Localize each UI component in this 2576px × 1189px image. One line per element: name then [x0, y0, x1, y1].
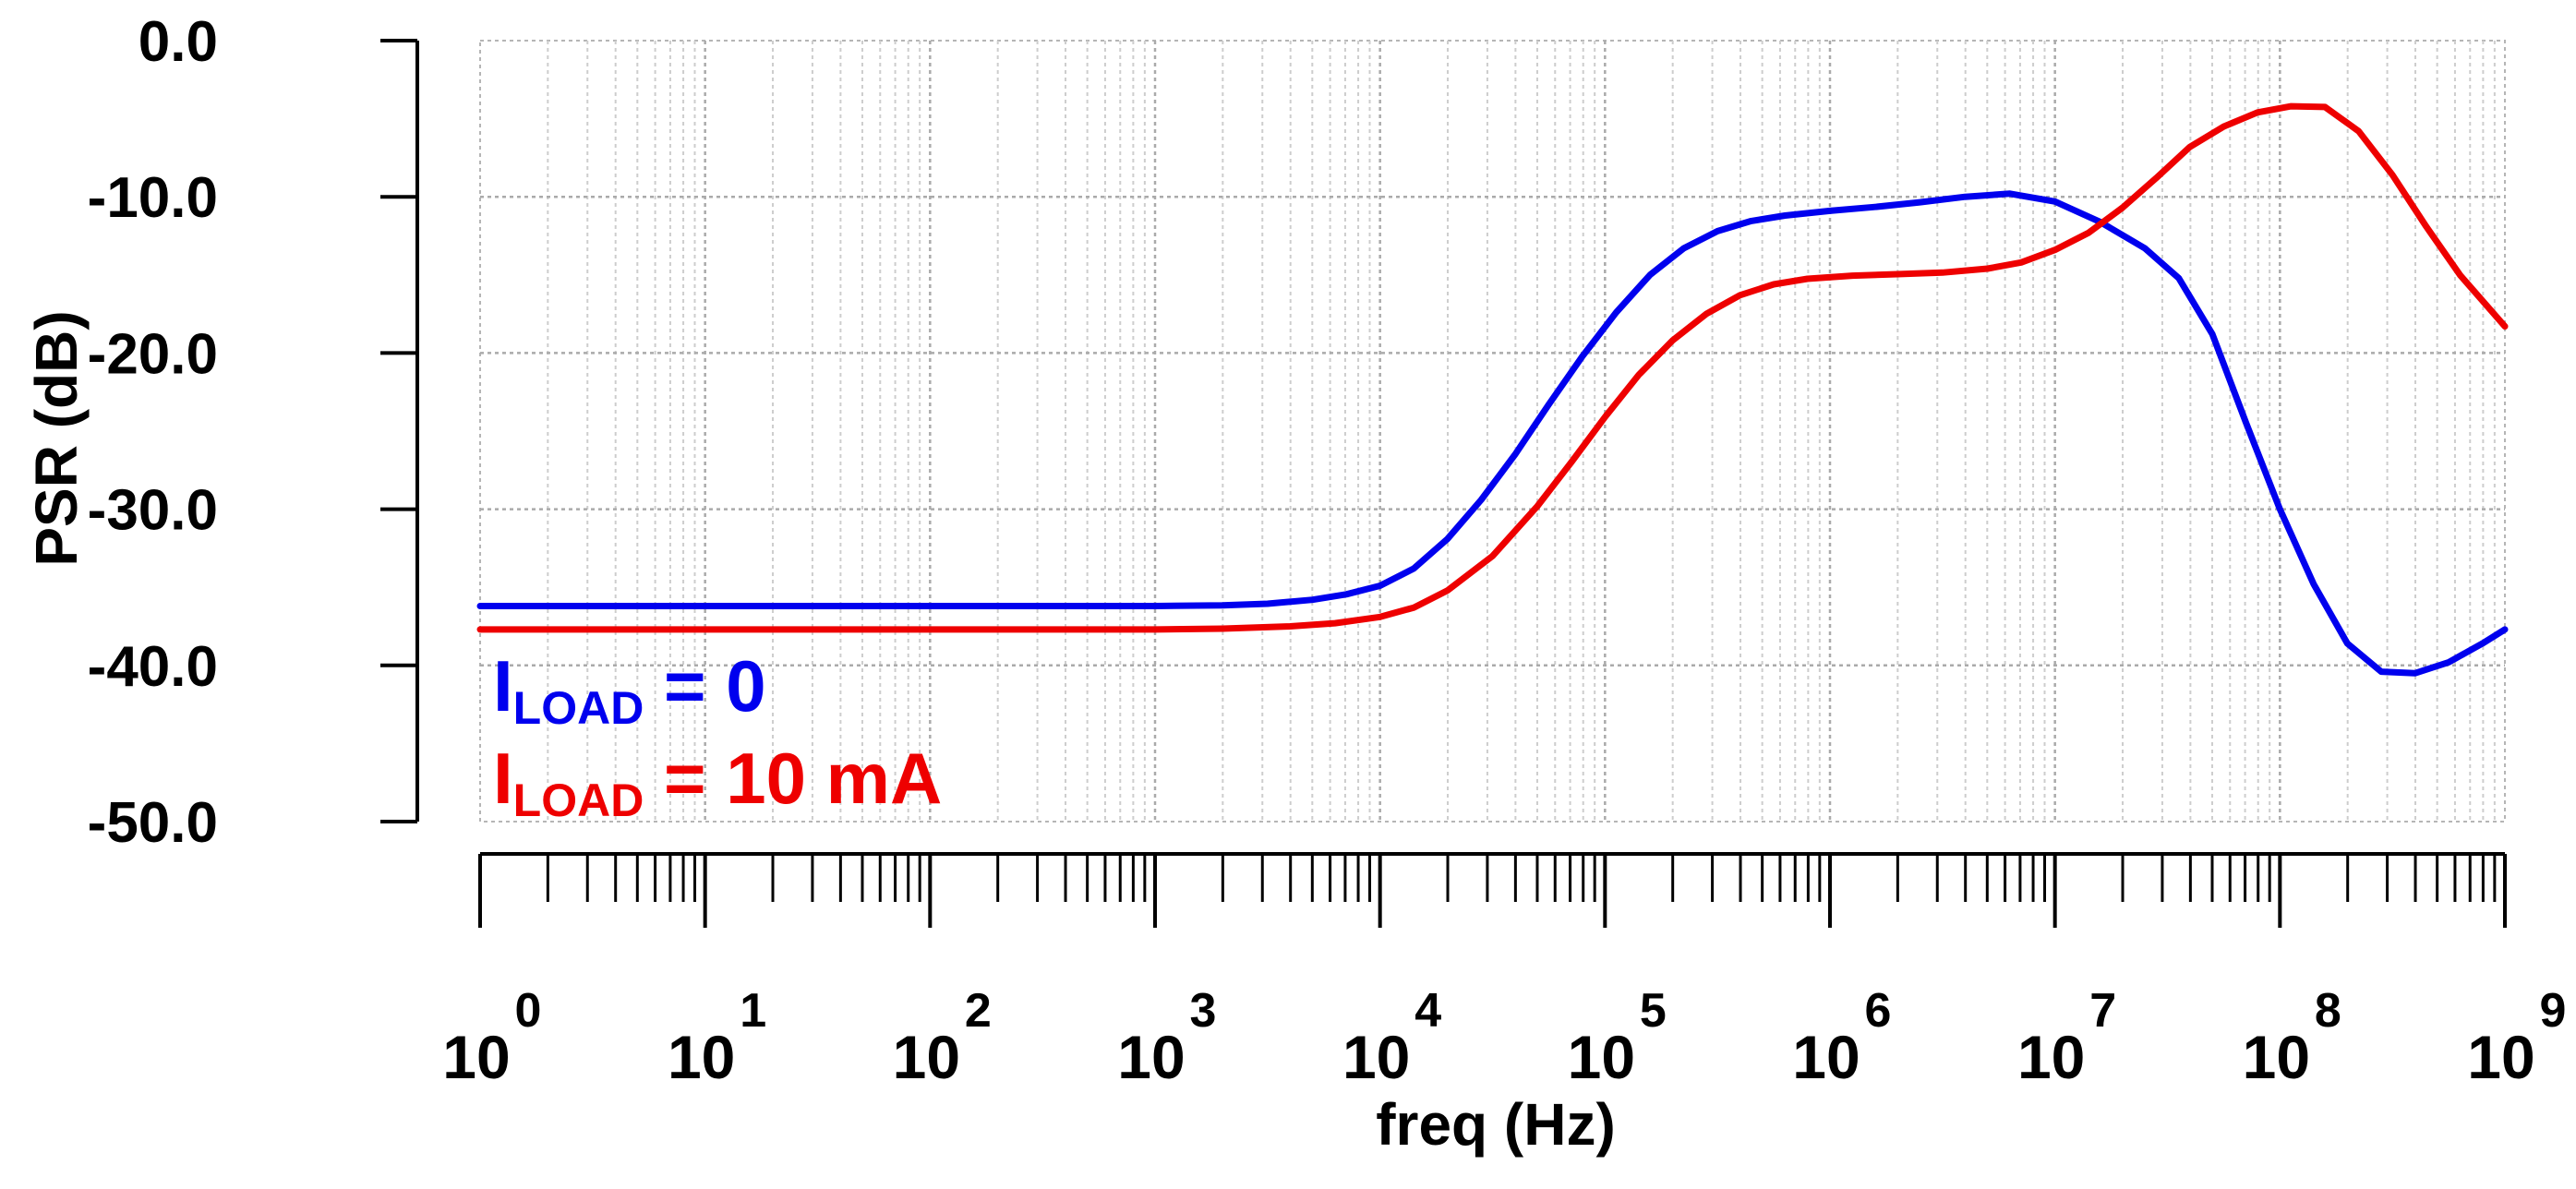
y-tick-label: 0.0: [138, 10, 218, 74]
y-tick-label: -50.0: [88, 791, 218, 855]
grid: [479, 40, 2506, 823]
series-line-2: [476, 102, 2509, 633]
x-tick-exponent: 2: [965, 984, 992, 1038]
x-tick-exponent: 5: [1640, 984, 1667, 1038]
x-tick-label: 10: [2467, 1023, 2534, 1091]
x-tick-label: 10: [2243, 1023, 2310, 1091]
y-tick-label: -10.0: [88, 166, 218, 230]
x-tick-label: 10: [1568, 1023, 1635, 1091]
x-axis-title: freq (Hz): [1376, 1091, 1616, 1158]
x-tick-exponent: 7: [2089, 984, 2116, 1038]
y-tick-label: -20.0: [88, 322, 218, 386]
y-tick-label: -30.0: [88, 479, 218, 543]
legend-entry-1: ILOAD = 0: [493, 645, 766, 734]
x-tick-label: 10: [668, 1023, 735, 1091]
x-tick-label: 10: [1342, 1023, 1410, 1091]
x-tick-label: 10: [1792, 1023, 1860, 1091]
series-layer: [476, 102, 2509, 677]
x-tick-exponent: 6: [1865, 984, 1892, 1038]
x-tick-exponent: 0: [515, 984, 542, 1038]
x-tick-label: 10: [2017, 1023, 2085, 1091]
x-tick-exponent: 3: [1190, 984, 1217, 1038]
x-tick-label: 10: [442, 1023, 510, 1091]
plot-area-border: [479, 40, 2506, 823]
x-tick-label: 10: [1117, 1023, 1185, 1091]
x-tick-label: 10: [893, 1023, 960, 1091]
x-tick-exponent: 9: [2540, 984, 2567, 1038]
y-axis-title: PSR (dB): [23, 310, 90, 566]
x-tick-exponent: 8: [2315, 984, 2341, 1038]
y-axis: 0.0 -10.0 -20.0 -30.0 -40.0 -50.0: [88, 10, 419, 855]
x-tick-exponent: 4: [1414, 984, 1441, 1038]
legend-entry-2: ILOAD = 10 mA: [493, 738, 942, 826]
series-line-1: [476, 190, 2509, 677]
x-tick-exponent: 1: [740, 984, 766, 1038]
y-tick-label: -40.0: [88, 635, 218, 699]
